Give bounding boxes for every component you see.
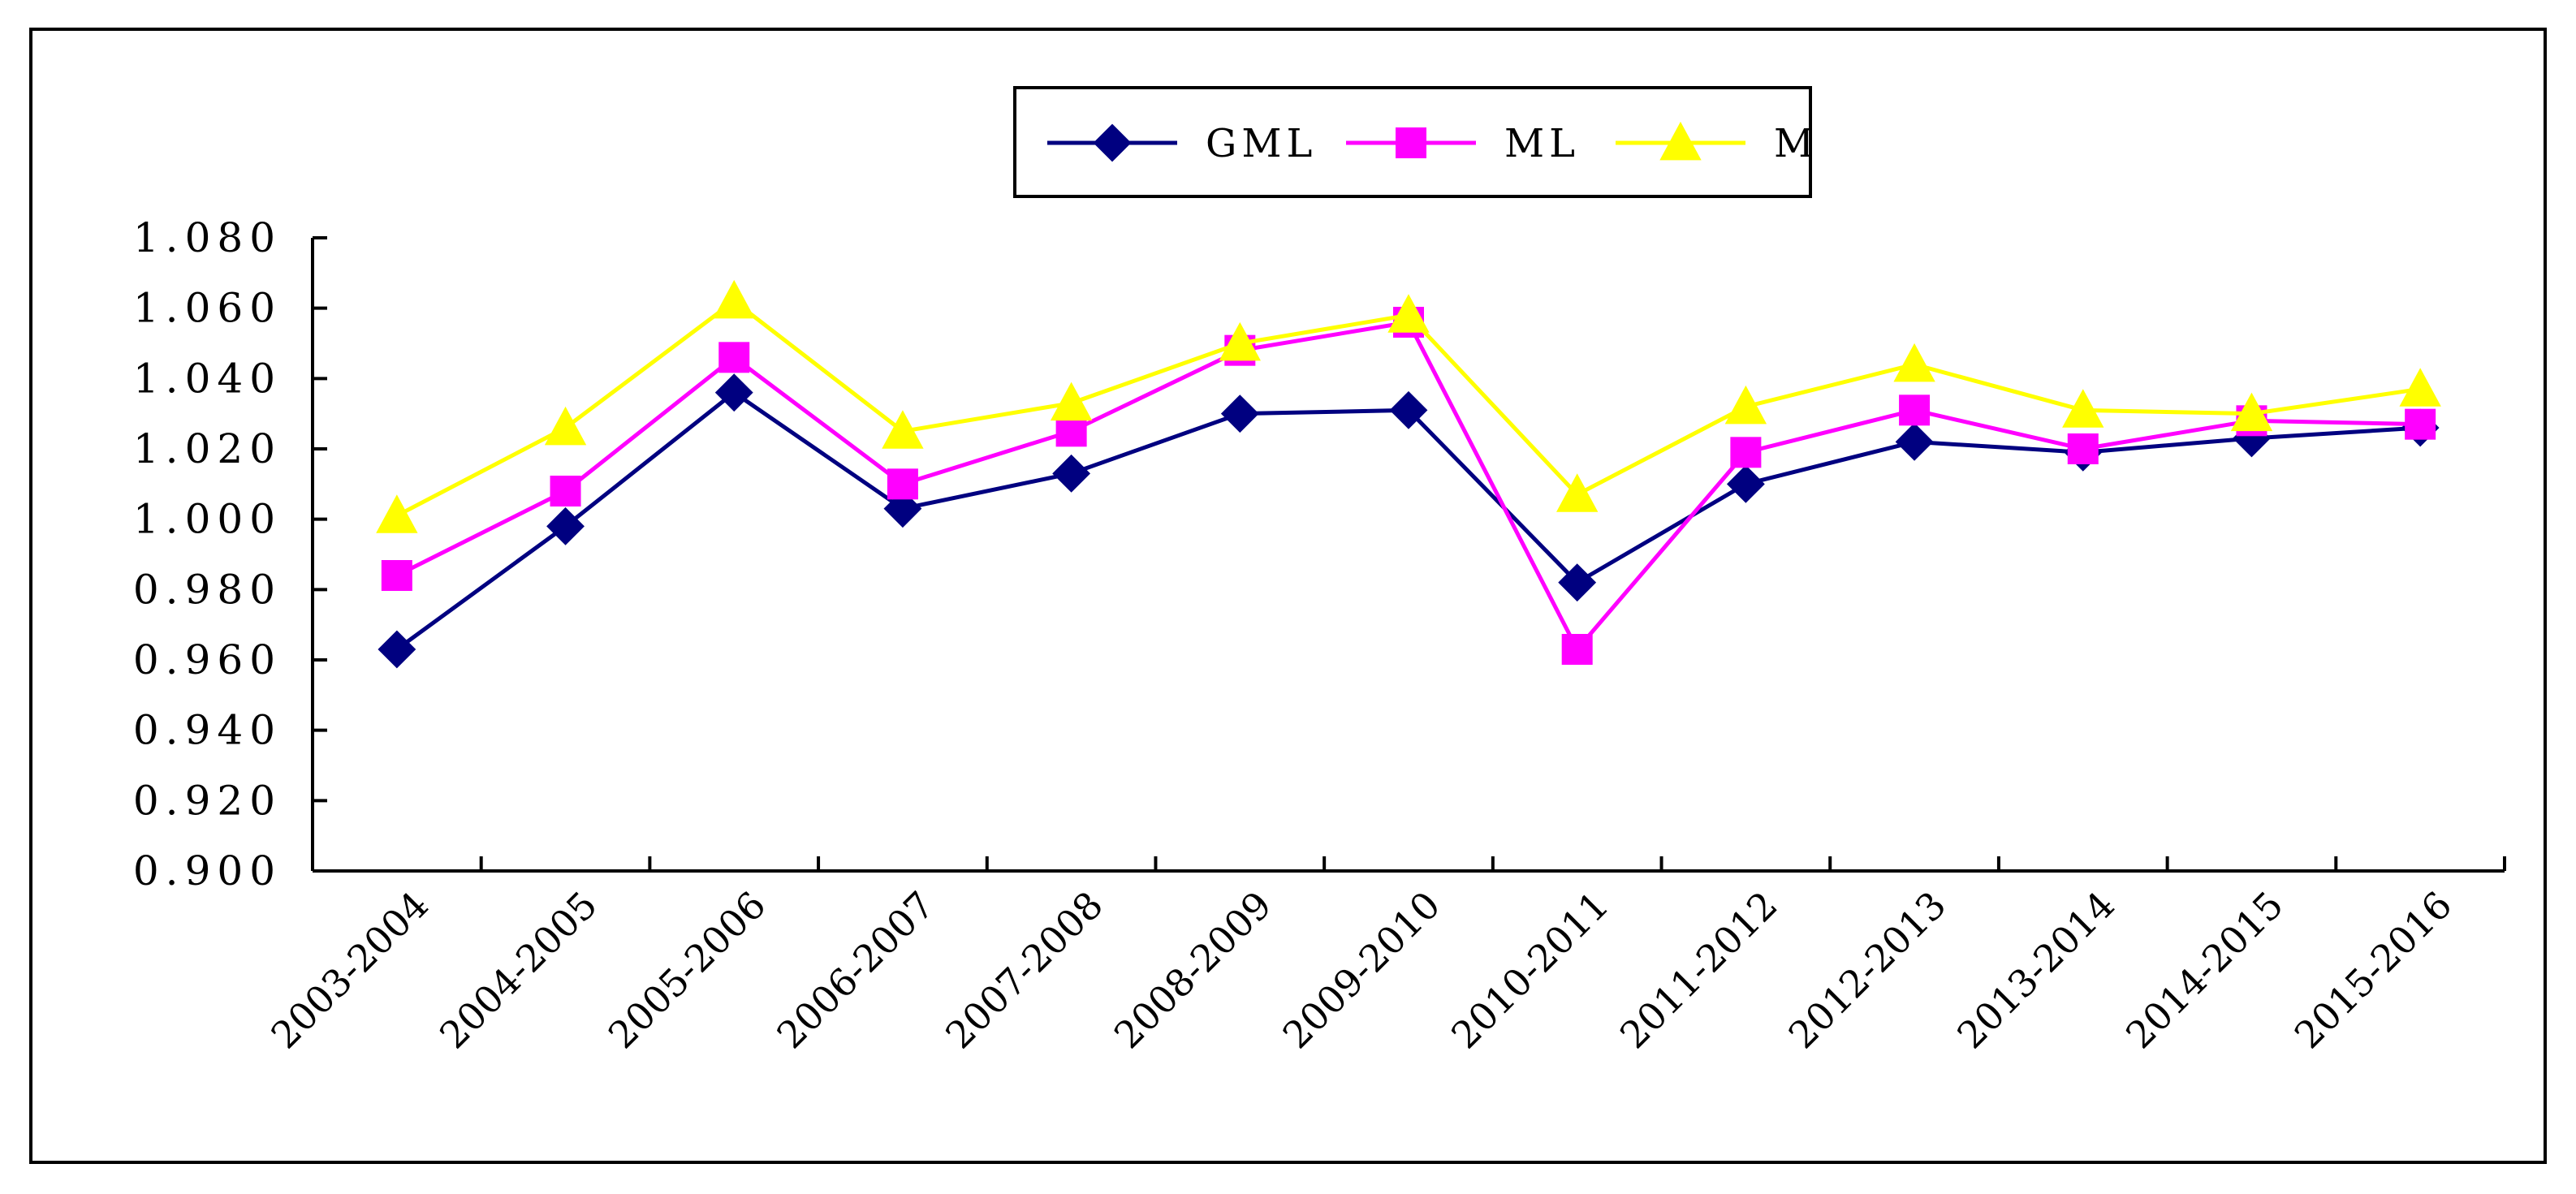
data-point-ml bbox=[887, 468, 918, 500]
data-point-ml bbox=[1730, 437, 1762, 468]
data-point-gml bbox=[883, 489, 922, 528]
data-point-gml bbox=[1052, 454, 1091, 493]
data-point-gml bbox=[1895, 422, 1934, 461]
legend-marker-ml bbox=[1396, 127, 1426, 158]
outer-border bbox=[29, 28, 2547, 1164]
y-tick-label: 0.980 bbox=[133, 566, 282, 613]
y-tick-label: 0.940 bbox=[133, 707, 282, 754]
y-tick-label: 1.040 bbox=[133, 355, 282, 402]
data-point-m bbox=[1050, 381, 1093, 421]
y-tick-label: 0.960 bbox=[133, 636, 282, 683]
y-tick-label: 0.920 bbox=[133, 777, 282, 824]
data-point-m bbox=[1556, 473, 1599, 512]
data-point-ml bbox=[718, 342, 750, 373]
data-point-gml bbox=[1726, 464, 1765, 503]
data-point-gml bbox=[378, 630, 416, 669]
y-tick-label: 1.060 bbox=[133, 285, 282, 332]
legend-label-gml: GML bbox=[1206, 121, 1317, 166]
legend-marker-gml bbox=[1093, 123, 1132, 162]
data-point-ml bbox=[381, 560, 412, 591]
data-point-ml bbox=[1561, 634, 1593, 665]
data-point-gml bbox=[546, 506, 585, 545]
data-point-gml bbox=[1389, 390, 1428, 429]
data-point-m bbox=[1724, 385, 1767, 425]
data-point-m bbox=[713, 279, 755, 319]
data-point-ml bbox=[1899, 394, 1931, 426]
data-point-ml bbox=[2067, 433, 2099, 464]
y-tick-label: 0.900 bbox=[133, 847, 282, 894]
data-point-gml bbox=[1558, 563, 1597, 602]
data-point-gml bbox=[1220, 394, 1259, 433]
data-point-m bbox=[1219, 321, 1261, 361]
data-point-m bbox=[2399, 368, 2441, 407]
data-point-ml bbox=[2405, 408, 2436, 440]
legend: GML ML M bbox=[1013, 86, 1819, 198]
data-point-m bbox=[2062, 389, 2104, 428]
series-layer bbox=[376, 279, 2441, 669]
y-tick-label: 1.000 bbox=[133, 496, 282, 543]
data-point-ml bbox=[1055, 416, 1087, 447]
data-point-m bbox=[1893, 343, 1935, 382]
data-point-m bbox=[376, 494, 418, 533]
legend-label-ml: ML bbox=[1504, 121, 1580, 166]
y-tick-label: 1.020 bbox=[133, 425, 282, 472]
y-tick-label: 1.080 bbox=[133, 214, 282, 261]
data-point-m bbox=[1387, 294, 1430, 333]
data-point-m bbox=[544, 406, 587, 446]
data-point-m bbox=[2230, 392, 2273, 432]
legend-label-m: M bbox=[1774, 121, 1819, 166]
legend-marker-m bbox=[1659, 121, 1702, 161]
data-point-gml bbox=[714, 373, 753, 412]
data-point-ml bbox=[550, 476, 581, 506]
data-point-m bbox=[882, 410, 924, 449]
